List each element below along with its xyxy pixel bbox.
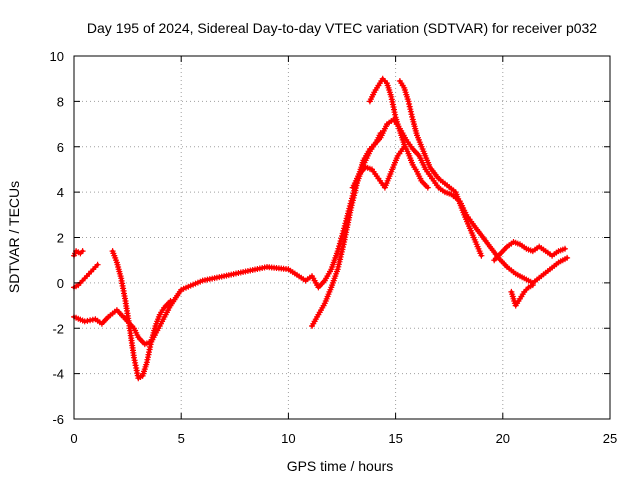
data-point-marker xyxy=(424,184,431,191)
x-axis-label: GPS time / hours xyxy=(287,458,394,474)
series-markers-track-5 xyxy=(309,130,384,329)
y-tick-label: 10 xyxy=(50,49,64,64)
x-tick-label: 25 xyxy=(603,431,617,446)
data-series xyxy=(71,75,571,382)
y-tick-label: -4 xyxy=(52,367,64,382)
y-tick-label: 2 xyxy=(57,231,64,246)
data-point-marker xyxy=(562,245,568,252)
y-axis-label: SDTVAR / TECUs xyxy=(6,181,22,293)
tick-marks xyxy=(73,55,611,420)
x-tick-labels: 0 5 10 15 20 25 xyxy=(70,431,617,446)
data-point-marker xyxy=(167,298,174,304)
x-tick-label: 0 xyxy=(70,431,77,446)
x-tick-label: 15 xyxy=(388,431,402,446)
data-point-marker xyxy=(564,254,571,261)
y-tick-label: -6 xyxy=(52,412,64,427)
y-tick-label: 6 xyxy=(57,140,64,155)
y-tick-label: -2 xyxy=(52,321,64,336)
series-markers-track-4 xyxy=(109,248,174,382)
x-tick-label: 20 xyxy=(496,431,510,446)
series-line-track-7 xyxy=(398,79,484,258)
y-tick-label: 4 xyxy=(57,185,64,200)
data-point-marker xyxy=(478,252,485,259)
data-point-marker xyxy=(94,261,101,268)
series-markers-track-10 xyxy=(508,282,536,309)
data-point-marker xyxy=(401,143,408,150)
x-tick-label: 10 xyxy=(281,431,295,446)
data-point-marker xyxy=(79,248,86,255)
y-tick-labels: -6 -4 -2 0 2 4 6 8 10 xyxy=(50,49,64,427)
chart-title: Day 195 of 2024, Sidereal Day-to-day VTE… xyxy=(87,20,597,36)
series-markers-track-8 xyxy=(349,143,408,191)
y-tick-label: 8 xyxy=(57,94,64,109)
series-markers-track-7 xyxy=(396,78,485,259)
y-tick-label: 0 xyxy=(57,276,64,291)
series-markers-track-9 xyxy=(491,239,568,264)
data-point-marker xyxy=(377,130,384,137)
data-point-marker xyxy=(529,282,536,289)
x-tick-label: 5 xyxy=(178,431,185,446)
